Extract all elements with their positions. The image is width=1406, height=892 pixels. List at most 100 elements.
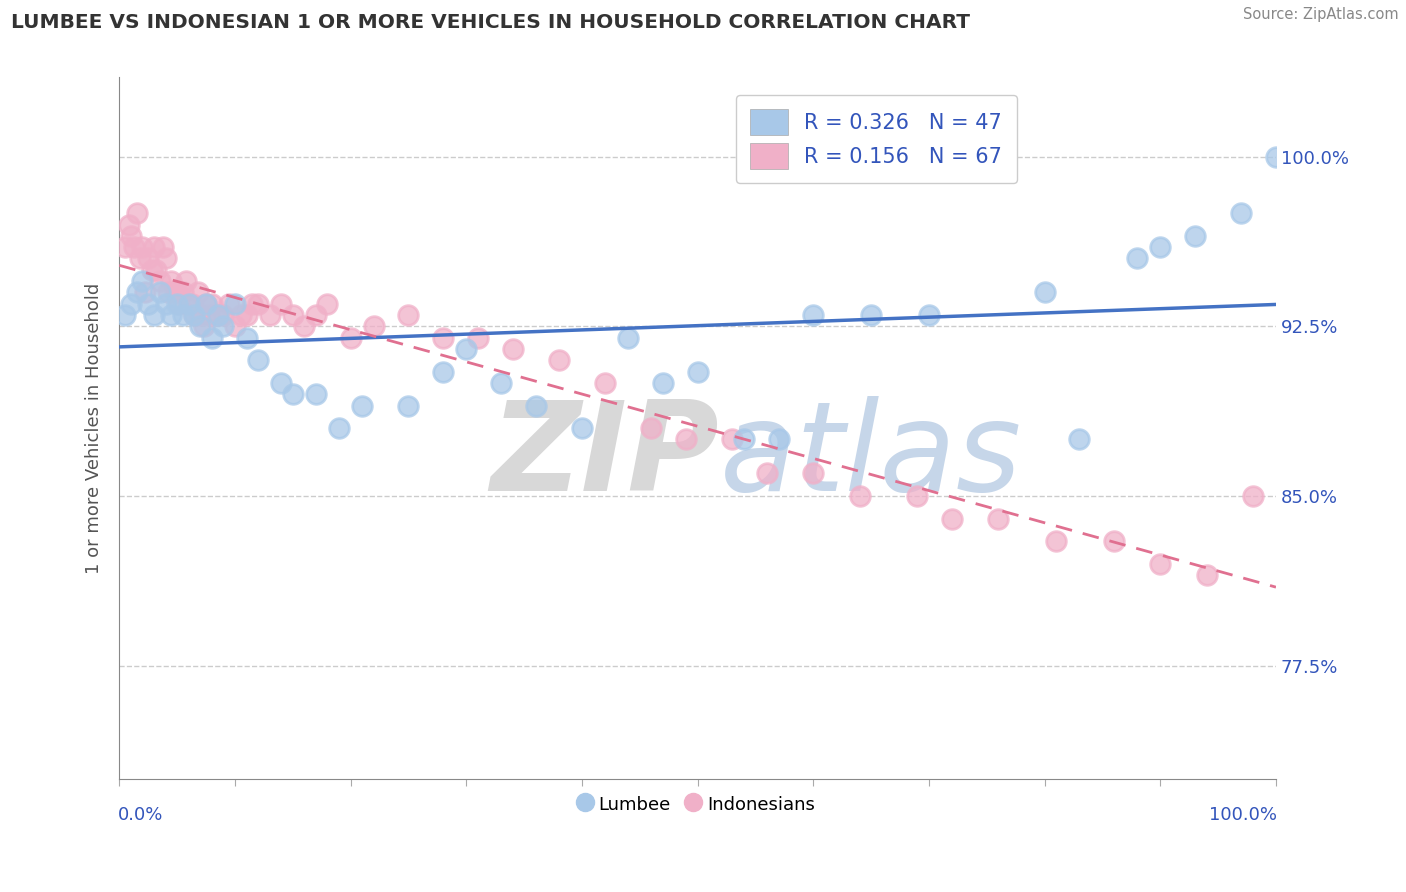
Point — [640, 421, 662, 435]
Point — [172, 308, 194, 322]
Point — [987, 511, 1010, 525]
Point — [166, 296, 188, 310]
Point — [224, 296, 246, 310]
Point — [124, 240, 146, 254]
Point — [143, 308, 166, 322]
Point — [270, 296, 292, 310]
Point — [270, 376, 292, 390]
Point — [212, 308, 235, 322]
Point — [432, 365, 454, 379]
Point — [181, 296, 204, 310]
Point — [502, 342, 524, 356]
Text: 0.0%: 0.0% — [118, 806, 163, 824]
Point — [195, 296, 218, 310]
Point — [675, 433, 697, 447]
Text: Source: ZipAtlas.com: Source: ZipAtlas.com — [1243, 7, 1399, 22]
Point — [152, 240, 174, 254]
Point — [456, 342, 478, 356]
Point — [1265, 150, 1288, 164]
Point — [188, 308, 211, 322]
Point — [686, 365, 709, 379]
Point — [305, 308, 328, 322]
Point — [193, 319, 215, 334]
Point — [1149, 557, 1171, 571]
Point — [328, 421, 350, 435]
Point — [240, 296, 263, 310]
Point — [143, 240, 166, 254]
Point — [1102, 534, 1125, 549]
Point — [201, 296, 224, 310]
Point — [155, 296, 177, 310]
Point — [398, 308, 420, 322]
Point — [114, 240, 136, 254]
Point — [1149, 240, 1171, 254]
Point — [918, 308, 941, 322]
Point — [176, 274, 198, 288]
Point — [235, 331, 257, 345]
Point — [169, 296, 191, 310]
Point — [131, 240, 153, 254]
Point — [134, 285, 156, 300]
Point — [218, 296, 240, 310]
Point — [651, 376, 673, 390]
Point — [149, 274, 172, 288]
Point — [198, 308, 221, 322]
Point — [160, 274, 183, 288]
Point — [305, 387, 328, 401]
Point — [195, 296, 218, 310]
Point — [141, 262, 163, 277]
Text: ZIP: ZIP — [491, 396, 720, 516]
Point — [756, 467, 779, 481]
Point — [432, 331, 454, 345]
Point — [593, 376, 616, 390]
Point — [1045, 534, 1067, 549]
Point — [207, 308, 229, 322]
Point — [172, 285, 194, 300]
Point — [183, 308, 205, 322]
Point — [114, 308, 136, 322]
Point — [183, 308, 205, 322]
Point — [177, 296, 200, 310]
Point — [489, 376, 512, 390]
Point — [136, 252, 159, 266]
Point — [131, 274, 153, 288]
Point — [187, 285, 209, 300]
Point — [941, 511, 963, 525]
Point — [129, 252, 152, 266]
Point — [547, 353, 569, 368]
Point — [247, 296, 270, 310]
Point — [207, 308, 229, 322]
Point — [120, 296, 142, 310]
Point — [733, 433, 755, 447]
Point — [136, 296, 159, 310]
Point — [1230, 206, 1253, 220]
Point — [145, 262, 167, 277]
Point — [125, 206, 148, 220]
Point — [398, 399, 420, 413]
Point — [571, 421, 593, 435]
Point — [163, 285, 186, 300]
Point — [160, 308, 183, 322]
Legend: Lumbee, Indonesians: Lumbee, Indonesians — [574, 786, 823, 822]
Point — [1069, 433, 1091, 447]
Point — [155, 252, 177, 266]
Point — [177, 296, 200, 310]
Point — [801, 308, 824, 322]
Point — [235, 308, 257, 322]
Point — [860, 308, 883, 322]
Point — [363, 319, 385, 334]
Point — [768, 433, 790, 447]
Point — [801, 467, 824, 481]
Point — [316, 296, 339, 310]
Point — [201, 331, 224, 345]
Point — [848, 489, 870, 503]
Point — [125, 285, 148, 300]
Point — [149, 285, 172, 300]
Point — [259, 308, 281, 322]
Point — [247, 353, 270, 368]
Point — [617, 331, 640, 345]
Point — [352, 399, 374, 413]
Point — [229, 308, 252, 322]
Point — [281, 308, 304, 322]
Point — [467, 331, 489, 345]
